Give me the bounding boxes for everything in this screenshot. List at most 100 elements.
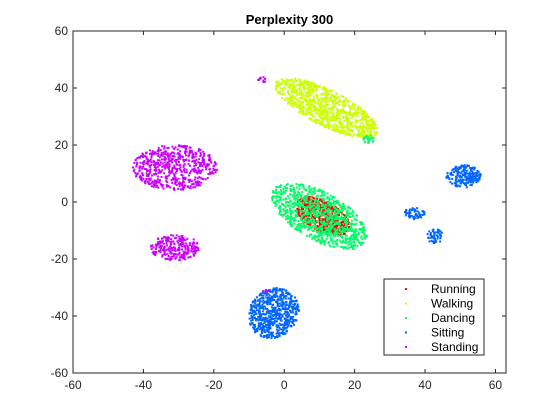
data-point bbox=[163, 145, 166, 148]
data-point bbox=[312, 83, 315, 86]
data-point bbox=[309, 118, 312, 121]
data-point bbox=[446, 174, 449, 177]
data-point bbox=[299, 100, 301, 103]
data-point bbox=[209, 172, 212, 175]
data-point bbox=[173, 164, 176, 167]
data-point bbox=[166, 147, 169, 149]
data-point bbox=[169, 248, 172, 251]
data-point bbox=[161, 183, 164, 186]
data-point bbox=[254, 328, 257, 331]
data-point bbox=[319, 207, 322, 209]
data-point bbox=[145, 168, 148, 171]
data-point bbox=[350, 241, 353, 244]
data-point bbox=[360, 236, 363, 239]
data-point bbox=[339, 233, 342, 236]
data-point bbox=[266, 334, 269, 336]
data-point bbox=[296, 307, 299, 310]
data-point bbox=[145, 172, 148, 175]
data-point bbox=[164, 164, 167, 167]
data-point bbox=[308, 99, 311, 102]
data-point bbox=[307, 219, 310, 222]
data-point bbox=[275, 195, 278, 198]
data-point bbox=[328, 214, 331, 217]
data-point bbox=[305, 87, 308, 90]
data-point bbox=[282, 328, 285, 331]
data-point bbox=[173, 155, 176, 158]
data-point bbox=[180, 254, 183, 257]
data-point bbox=[164, 253, 167, 256]
data-point bbox=[327, 210, 330, 213]
data-point bbox=[143, 180, 146, 183]
data-point bbox=[350, 246, 352, 248]
data-point bbox=[312, 211, 315, 214]
data-point bbox=[325, 87, 327, 90]
data-point bbox=[325, 213, 328, 216]
data-point bbox=[264, 307, 267, 310]
data-point bbox=[208, 159, 211, 162]
data-point bbox=[287, 216, 290, 218]
data-point bbox=[161, 162, 164, 165]
data-point bbox=[163, 245, 166, 248]
data-point bbox=[313, 235, 316, 238]
data-point bbox=[333, 234, 335, 237]
data-point bbox=[333, 206, 335, 209]
data-point bbox=[282, 288, 285, 291]
data-point bbox=[290, 225, 293, 228]
data-point bbox=[311, 205, 314, 207]
data-point bbox=[287, 97, 290, 100]
data-point bbox=[284, 206, 287, 209]
data-point bbox=[284, 332, 287, 335]
data-point bbox=[267, 309, 270, 312]
data-point bbox=[343, 205, 345, 208]
data-point bbox=[272, 318, 275, 320]
data-point bbox=[268, 331, 270, 334]
data-point bbox=[178, 152, 181, 155]
data-point bbox=[308, 223, 311, 226]
data-point bbox=[298, 192, 300, 195]
data-point bbox=[259, 325, 261, 328]
data-point bbox=[272, 307, 275, 310]
data-point bbox=[323, 239, 326, 242]
data-point bbox=[274, 290, 277, 293]
data-point bbox=[345, 247, 348, 250]
data-point bbox=[436, 231, 439, 234]
data-point bbox=[181, 241, 183, 244]
data-point bbox=[294, 214, 297, 216]
data-point bbox=[265, 326, 268, 329]
data-point bbox=[192, 153, 195, 155]
data-point bbox=[352, 234, 355, 237]
data-point bbox=[168, 158, 170, 161]
data-point bbox=[448, 178, 451, 181]
data-point bbox=[180, 188, 182, 191]
data-point bbox=[311, 229, 314, 232]
data-point bbox=[310, 206, 313, 209]
data-point bbox=[327, 104, 330, 106]
data-point bbox=[324, 220, 327, 223]
data-point bbox=[343, 99, 346, 102]
data-point bbox=[167, 236, 170, 239]
data-point bbox=[458, 176, 461, 179]
data-point bbox=[365, 123, 368, 126]
data-point bbox=[315, 215, 317, 218]
data-point bbox=[208, 154, 211, 157]
data-point bbox=[282, 295, 285, 298]
data-point bbox=[329, 198, 331, 201]
data-point bbox=[359, 223, 362, 226]
data-point bbox=[214, 168, 217, 171]
data-point bbox=[160, 176, 163, 178]
data-point bbox=[184, 171, 187, 174]
data-point bbox=[301, 210, 304, 213]
data-point bbox=[293, 217, 296, 220]
data-point bbox=[288, 201, 291, 204]
data-point bbox=[305, 101, 308, 104]
data-point bbox=[364, 130, 367, 133]
data-point bbox=[161, 254, 164, 257]
data-point bbox=[295, 90, 298, 93]
data-point bbox=[289, 204, 292, 207]
data-point bbox=[254, 298, 256, 301]
data-point bbox=[188, 242, 191, 245]
data-point bbox=[370, 126, 373, 129]
data-point bbox=[339, 230, 342, 232]
data-point bbox=[164, 167, 167, 170]
data-point bbox=[278, 207, 281, 210]
